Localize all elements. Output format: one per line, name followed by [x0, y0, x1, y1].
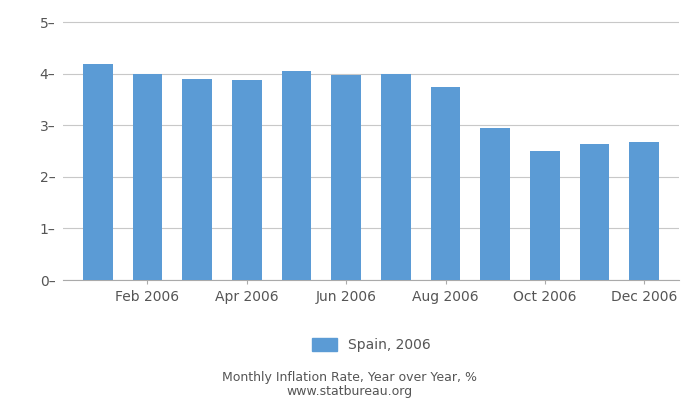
Bar [132, 74, 162, 280]
Text: Monthly Inflation Rate, Year over Year, %: Monthly Inflation Rate, Year over Year, … [223, 372, 477, 384]
Bar [629, 142, 659, 280]
Bar [530, 151, 560, 280]
Bar [331, 75, 361, 280]
Bar [83, 64, 113, 280]
Bar [232, 80, 262, 280]
Bar [281, 71, 312, 280]
Bar [381, 74, 411, 280]
Legend: Spain, 2006: Spain, 2006 [306, 332, 436, 358]
Bar [182, 79, 212, 280]
Text: www.statbureau.org: www.statbureau.org [287, 386, 413, 398]
Bar [430, 87, 461, 280]
Bar [480, 128, 510, 280]
Bar [580, 144, 610, 280]
